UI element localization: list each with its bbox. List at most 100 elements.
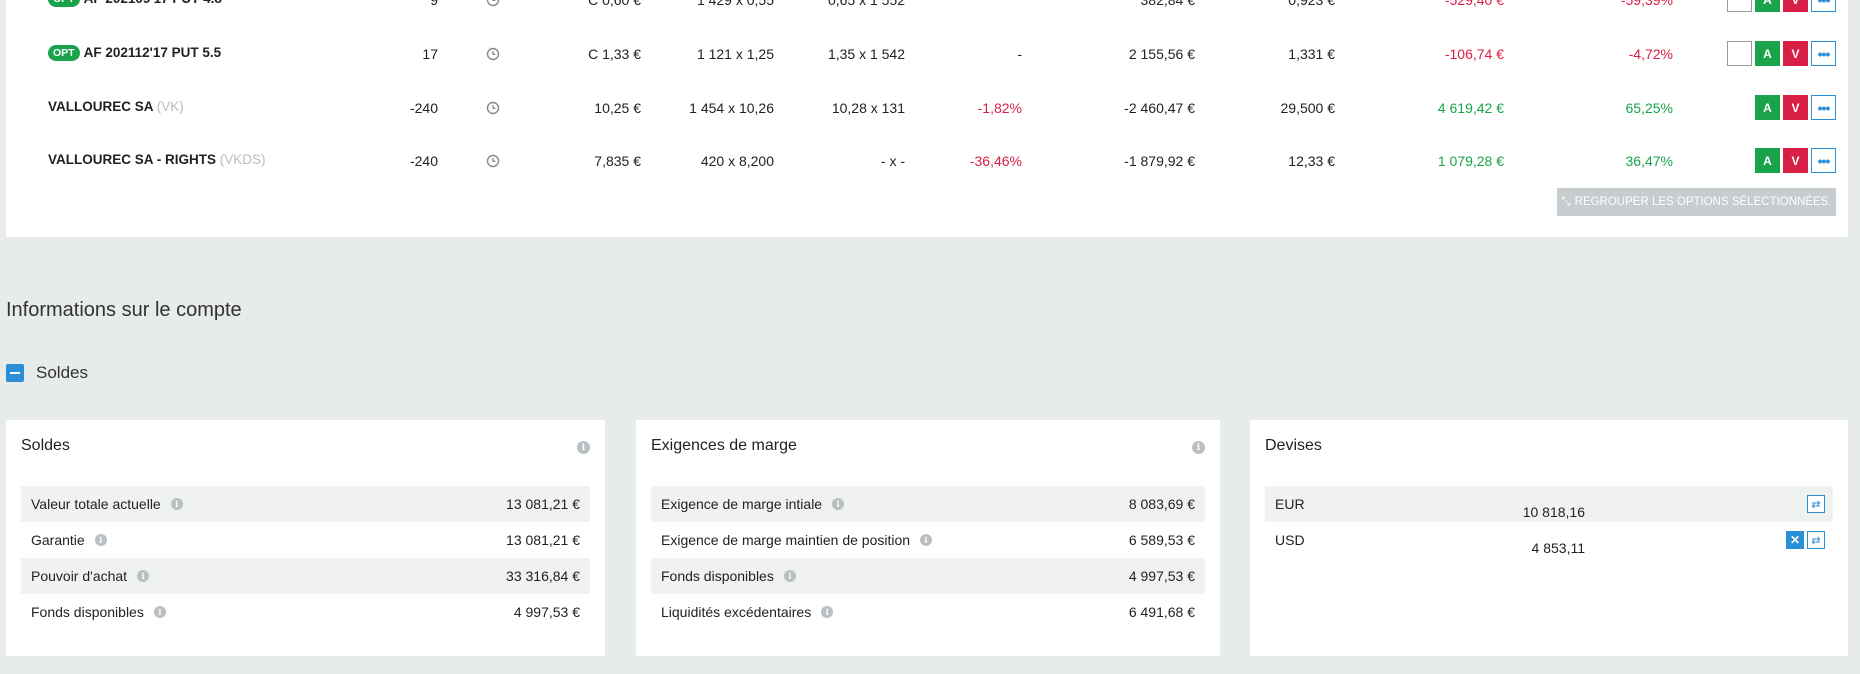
sell-button[interactable]: V — [1783, 41, 1808, 66]
panel-title: Devises — [1265, 437, 1322, 454]
row-label: Exigence de marge maintien de position — [661, 532, 911, 548]
info-icon[interactable]: i — [577, 441, 590, 454]
regroup-label: REGROUPER LES OPTIONS SÉLECTIONNÉES. — [1574, 196, 1832, 208]
position-name[interactable]: OPT AF 202112'17 PUT 5.5 — [48, 45, 221, 61]
info-icon[interactable]: i — [783, 570, 796, 582]
select-checkbox[interactable] — [1727, 0, 1752, 12]
marge-panel: Exigences de marge i Exigence de marge i… — [636, 420, 1220, 656]
info-icon[interactable]: i — [821, 606, 834, 618]
position-value: 2 155,56 € — [1128, 46, 1195, 62]
instrument-name: VALLOUREC SA — [48, 99, 154, 114]
pnl: 1 079,28 € — [1437, 153, 1504, 169]
more-options-button[interactable]: ••• — [1811, 0, 1836, 12]
swap-icon[interactable]: ⇄ — [1807, 495, 1825, 513]
info-icon[interactable]: i — [832, 498, 845, 510]
pnl: 4 619,42 € — [1437, 100, 1504, 116]
table-row: VALLOUREC SA - RIGHTS (VKDS) -240 7,835 € 4… — [6, 134, 1848, 188]
pnl-percent: 65,25% — [1625, 100, 1673, 116]
sell-button[interactable]: V — [1783, 95, 1808, 120]
list-item: Valeur totale actuelle i 13 081,21 € — [21, 486, 590, 522]
position-value: -1 879,92 € — [1124, 153, 1195, 169]
currency-row: USD 4 853,11 ✕ ⇄ — [1265, 522, 1833, 558]
bid: 1 454 x 10,26 — [689, 100, 774, 116]
clock-icon[interactable] — [486, 0, 500, 7]
ticker: (VKDS) — [219, 152, 266, 167]
bid: 420 x 8,200 — [700, 153, 774, 169]
variation: - — [1017, 46, 1022, 62]
compress-icon: ⤡ — [1561, 195, 1571, 208]
list-item: Exigence de marge intiale i 8 083,69 € — [651, 486, 1205, 522]
info-icon[interactable]: i — [153, 606, 166, 618]
position-name[interactable]: VALLOUREC SA - RIGHTS (VKDS) — [48, 152, 266, 167]
row-value: 6 491,68 € — [1128, 604, 1195, 620]
buy-button[interactable]: A — [1755, 95, 1780, 120]
list-item: Fonds disponibles i 4 997,53 € — [21, 594, 590, 630]
regroup-options-button[interactable]: ⤡ REGROUPER LES OPTIONS SÉLECTIONNÉES. — [1557, 188, 1836, 216]
buy-button[interactable]: A — [1755, 148, 1780, 173]
list-item: Pouvoir d'achat i 33 316,84 € — [21, 558, 590, 594]
row-value: 33 316,84 € — [506, 568, 580, 584]
pnl: -529,40 € — [1444, 0, 1504, 8]
buy-button[interactable]: A — [1755, 41, 1780, 66]
ticker: (VK) — [156, 99, 184, 114]
sell-button[interactable]: V — [1783, 0, 1808, 12]
info-icon[interactable]: i — [1192, 441, 1205, 454]
pnl-percent: 36,47% — [1625, 153, 1673, 169]
info-icon[interactable]: i — [170, 498, 183, 510]
row-value: 4 997,53 € — [513, 604, 580, 620]
quantity: 9 — [430, 0, 438, 8]
list-item: Garantie i 13 081,21 € — [21, 522, 590, 558]
sell-button[interactable]: V — [1783, 148, 1808, 173]
variation: -1,82% — [977, 100, 1022, 116]
soldes-panel: Soldes i Valeur totale actuelle i 13 081,2… — [6, 420, 605, 656]
position-name[interactable]: VALLOUREC SA (VK) — [48, 99, 184, 114]
clock-icon[interactable] — [486, 47, 500, 61]
row-label: Pouvoir d'achat — [31, 568, 128, 584]
bid: 1 429 x 0,55 — [696, 0, 774, 8]
info-icon[interactable]: i — [137, 570, 150, 582]
panel-title: Exigences de marge — [651, 437, 797, 454]
reference-price: 12,33 € — [1288, 153, 1335, 169]
table-row: OPT AF 202109'17 PUT 4.8 9 C 0,60 € 1 429 x… — [6, 0, 1848, 27]
reference-price: 1,331 € — [1288, 46, 1335, 62]
section-label-soldes: Soldes — [36, 363, 88, 382]
last-price: 7,835 € — [594, 153, 641, 169]
info-icon[interactable]: i — [920, 534, 933, 546]
row-value: 8 083,69 € — [1128, 496, 1195, 512]
quantity: -240 — [409, 153, 438, 169]
row-label: Fonds disponibles — [661, 568, 774, 584]
positions-table: OPT AF 202109'17 PUT 4.8 9 C 0,60 € 1 429 x… — [6, 0, 1848, 237]
currency-row: EUR 10 818,16 ⇄ — [1265, 486, 1833, 522]
collapse-toggle-icon[interactable] — [6, 364, 24, 382]
ask: 0,65 x 1 552 — [827, 0, 905, 8]
more-options-button[interactable]: ••• — [1811, 95, 1836, 120]
close-icon[interactable]: ✕ — [1786, 531, 1804, 549]
clock-icon[interactable] — [486, 101, 500, 115]
instrument-name: AF 202112'17 PUT 5.5 — [83, 45, 222, 60]
quantity: 17 — [422, 46, 438, 62]
position-name[interactable]: OPT AF 202109'17 PUT 4.8 — [48, 0, 222, 7]
currency-value: 10 818,16 — [1522, 504, 1585, 520]
more-options-button[interactable]: ••• — [1811, 41, 1836, 66]
reference-price: 0,923 € — [1288, 0, 1335, 8]
row-label: Valeur totale actuelle — [31, 496, 161, 512]
pnl: -106,74 € — [1444, 46, 1504, 62]
pnl-percent: -4,72% — [1628, 46, 1673, 62]
list-item: Fonds disponibles i 4 997,53 € — [651, 558, 1205, 594]
row-label: Liquidités excédentaires — [661, 604, 812, 620]
panel-title: Soldes — [21, 437, 70, 454]
clock-icon[interactable] — [486, 154, 500, 168]
swap-icon[interactable]: ⇄ — [1807, 531, 1825, 549]
buy-button[interactable]: A — [1755, 0, 1780, 12]
bid: 1 121 x 1,25 — [696, 46, 774, 62]
row-label: Fonds disponibles — [31, 604, 144, 620]
devises-panel: Devises EUR 10 818,16 ⇄ USD 4 853,11 ✕ ⇄ — [1250, 420, 1848, 656]
info-icon[interactable]: i — [94, 534, 107, 546]
currency-value: 4 853,11 — [1531, 540, 1585, 556]
more-options-button[interactable]: ••• — [1811, 148, 1836, 173]
last-price: C 1,33 € — [588, 46, 641, 62]
row-value: 13 081,21 € — [506, 532, 580, 548]
currency-code: EUR — [1275, 496, 1305, 512]
list-item: Exigence de marge maintien de position i 6… — [651, 522, 1205, 558]
select-checkbox[interactable] — [1727, 41, 1752, 66]
